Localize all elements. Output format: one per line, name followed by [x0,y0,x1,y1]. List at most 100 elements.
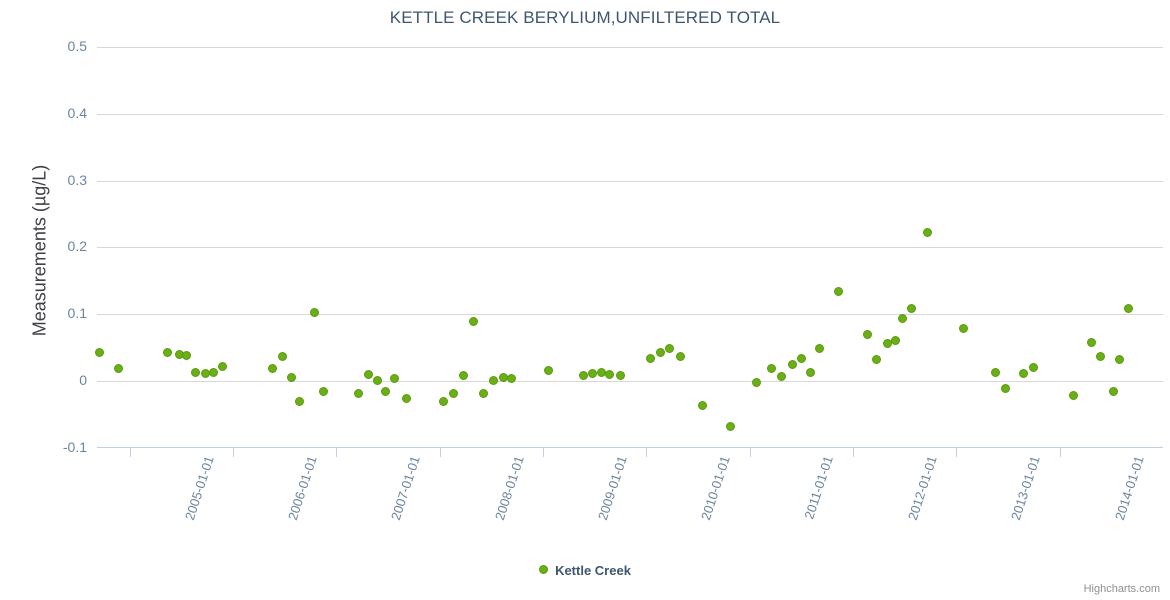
data-point[interactable] [295,397,305,407]
gridline [97,247,1163,249]
data-point[interactable] [797,354,807,364]
x-tick-mark [543,448,545,457]
legend-item-kettle-creek[interactable]: Kettle Creek [555,563,631,579]
data-point[interactable] [209,368,219,378]
data-point[interactable] [1029,363,1039,373]
data-point[interactable] [268,363,278,373]
x-tick-label: 2013-01-01 [1008,454,1044,522]
data-point[interactable] [1087,338,1097,348]
x-axis-line [97,447,1163,448]
data-point[interactable] [1108,387,1118,397]
data-point[interactable] [725,421,735,431]
data-point[interactable] [182,351,192,361]
data-point[interactable] [354,389,364,399]
x-tick-mark [336,448,338,457]
gridline [97,314,1163,316]
data-point[interactable] [506,373,516,383]
x-tick-mark [646,448,648,457]
data-point[interactable] [163,347,173,357]
data-point[interactable] [364,370,374,380]
highcharts-credits[interactable]: Highcharts.com [1083,583,1160,595]
x-tick-mark [1059,448,1061,457]
data-point[interactable] [605,369,615,379]
data-point[interactable] [286,373,296,383]
data-point[interactable] [381,387,391,397]
x-tick-mark [439,448,441,457]
data-point[interactable] [898,314,908,324]
data-point[interactable] [1123,304,1133,314]
data-point[interactable] [588,369,598,379]
data-point[interactable] [309,308,319,318]
data-point[interactable] [767,364,777,374]
x-tick-label: 2009-01-01 [595,454,630,522]
data-point[interactable] [645,353,655,363]
data-point[interactable] [806,368,816,378]
data-point[interactable] [615,371,625,381]
x-tick-mark [852,448,854,457]
legend-marker-icon [539,565,549,575]
gridline [97,113,1163,115]
data-point[interactable] [815,344,824,354]
data-point[interactable] [469,317,479,327]
y-tick-label: -0.1 [62,438,87,455]
data-point[interactable] [751,377,761,387]
chart-legend[interactable]: Kettle Creek [0,562,1170,578]
data-point[interactable] [401,393,411,403]
x-tick-label: 2012-01-01 [904,454,940,522]
data-point[interactable] [1069,391,1079,401]
data-point[interactable] [449,389,459,399]
data-point[interactable] [544,366,554,376]
chart-title: KETTLE CREEK BERYLIUM,UNFILTERED TOTAL [389,8,781,27]
data-point[interactable] [991,368,1001,378]
data-point[interactable] [218,361,228,371]
x-tick-mark [130,448,131,457]
data-point[interactable] [906,304,916,314]
data-point[interactable] [479,389,489,399]
data-point[interactable] [190,367,200,377]
y-tick-label: 0.5 [67,38,87,54]
plot-area [94,40,1163,448]
data-point[interactable] [389,374,399,384]
data-point[interactable] [579,371,589,381]
x-tick-mark [233,448,235,457]
data-point[interactable] [891,336,901,346]
data-point[interactable] [787,360,797,370]
data-point[interactable] [1018,369,1028,379]
data-point[interactable] [1001,383,1011,393]
data-point[interactable] [1095,351,1105,361]
data-point[interactable] [596,367,606,377]
data-point[interactable] [656,347,666,357]
gridline [97,381,1163,382]
y-tick-label: 0 [79,372,87,388]
data-point[interactable] [278,352,288,362]
y-tick-label: 0.2 [67,238,87,255]
data-point[interactable] [872,355,882,365]
data-point[interactable] [833,286,843,296]
x-tick-label: 2005-01-01 [181,454,217,522]
data-point[interactable] [675,351,685,361]
data-point[interactable] [882,339,892,349]
data-point[interactable] [1115,355,1125,365]
data-point[interactable] [698,401,708,411]
data-point[interactable] [439,396,449,406]
data-point[interactable] [862,329,872,339]
y-tick-label: 0.3 [67,171,87,188]
x-tick-mark [956,448,958,457]
x-tick-mark [749,448,751,457]
data-point[interactable] [665,344,675,354]
data-point[interactable] [458,371,468,381]
data-point[interactable] [318,387,328,397]
gridline [97,180,1163,182]
gridline [97,47,1163,48]
x-tick-label: 2008-01-01 [491,454,527,522]
x-tick-label: 2010-01-01 [698,454,734,522]
data-point[interactable] [372,375,382,385]
x-tick-label: 2011-01-01 [800,454,836,521]
data-point[interactable] [958,323,968,333]
data-point[interactable] [113,364,123,374]
data-point[interactable] [94,347,104,357]
x-tick-label: 2007-01-01 [388,454,424,522]
data-point[interactable] [922,228,932,238]
data-point[interactable] [489,375,499,385]
